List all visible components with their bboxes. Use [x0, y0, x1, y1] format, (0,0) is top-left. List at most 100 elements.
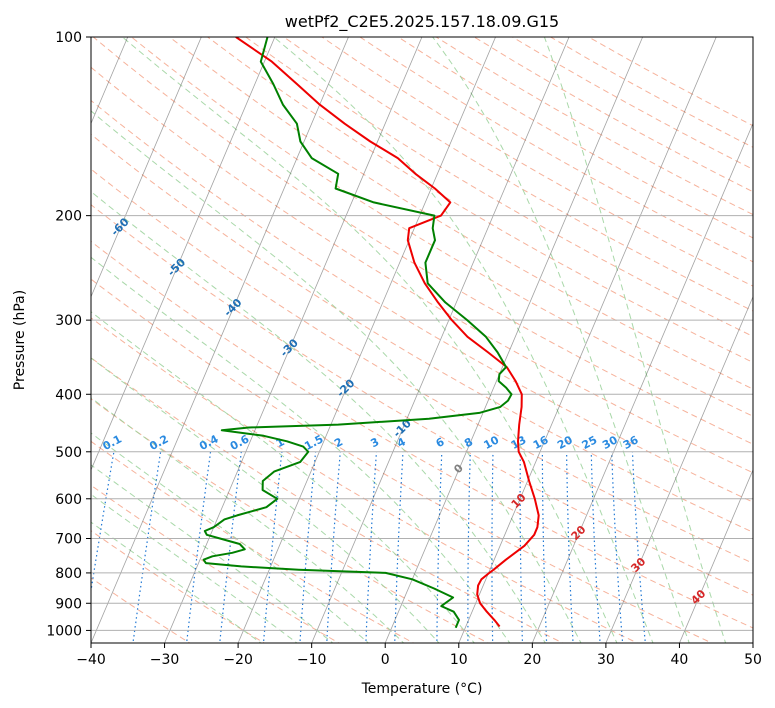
mixing-ratio-line: [631, 451, 646, 643]
isotherm-label: -40: [221, 296, 244, 319]
mixing-ratio-label: 20: [555, 433, 575, 452]
isotherm-label: -80: [0, 135, 19, 158]
mixing-ratio-label: 3: [368, 435, 381, 450]
y-tick-label: 900: [55, 596, 82, 612]
y-tick-label: 300: [55, 313, 82, 329]
mixing-ratio-label: 6: [434, 435, 447, 450]
x-tick-label: 10: [450, 652, 468, 668]
isotherm-line: [91, 37, 129, 125]
mixing-ratio-line: [541, 451, 548, 643]
y-tick-label: 200: [55, 209, 82, 225]
isotherm-line: [164, 37, 423, 643]
moist-adiabat-line: [91, 256, 511, 643]
dry-adiabat-line: [511, 37, 753, 170]
y-tick-label: 1000: [46, 623, 82, 639]
mixing-ratio-line: [394, 451, 404, 643]
mixing-ratio-line: [132, 451, 162, 643]
mixing-ratio-line: [590, 451, 601, 643]
moist-adiabat-line: [91, 464, 334, 643]
moist-adiabat-line: [91, 311, 475, 643]
x-tick-label: 40: [671, 652, 689, 668]
temperature-profile-line: [235, 37, 540, 628]
mixing-ratio-line: [91, 451, 115, 595]
chart-title: wetPf2_C2E5.2025.157.18.09.G15: [285, 12, 559, 32]
dry-adiabat-line: [91, 317, 639, 643]
isotherm-line: [384, 37, 644, 643]
isotherm-line: [752, 641, 753, 643]
series-layer: [202, 37, 540, 629]
isotherm-label: -50: [165, 255, 188, 278]
isotherm-line: [0, 10, 66, 655]
isotherm-line: [237, 37, 496, 643]
y-axis-label: Pressure (hPa): [12, 290, 28, 390]
mixing-ratio-label: 25: [580, 433, 600, 452]
mixing-ratio-label: 16: [531, 433, 551, 452]
dewpoint-profile-line: [202, 37, 513, 629]
mixing-ratio-label: 36: [621, 433, 641, 452]
mixing-ratio-line: [566, 451, 574, 643]
mixing-ratio-line: [519, 451, 524, 643]
dry-adiabat-line: [435, 37, 753, 216]
x-axis-label: Temperature (°C): [361, 681, 483, 697]
isotherm-label: 30: [628, 555, 648, 575]
dry-adiabat-line: [282, 37, 753, 312]
x-axis: −40 −30 −20 −10 0 10 20 30 40 50: [76, 643, 762, 668]
y-tick-label: 500: [55, 445, 82, 461]
moist-adiabat-line: [122, 37, 618, 643]
x-tick-label: −30: [150, 652, 180, 668]
mixing-ratio-line: [611, 451, 624, 643]
moist-adiabat-line: [91, 432, 370, 643]
x-tick-label: −10: [297, 652, 327, 668]
x-tick-label: 0: [381, 652, 390, 668]
y-tick-label: 600: [55, 492, 82, 508]
mixing-ratio-line: [326, 451, 341, 643]
isotherm-label: 40: [688, 587, 708, 607]
mixing-ratio-label: 10: [482, 433, 502, 452]
dry-adiabat-line: [91, 278, 714, 643]
mixing-ratio-line: [491, 451, 494, 643]
isotherm-line: [679, 468, 753, 643]
mixing-ratio-label: 30: [600, 433, 620, 452]
moist-adiabat-line: [543, 37, 727, 643]
mixing-ratio-line: [262, 451, 283, 643]
dry-adiabat-line: [92, 37, 753, 445]
y-tick-label: 100: [55, 30, 82, 46]
background-lines: [91, 37, 753, 643]
moist-adiabat-line: [91, 493, 298, 643]
dry-adiabat-line: [91, 66, 753, 474]
isotherm-label: 20: [569, 523, 589, 543]
isotherm-line: [91, 37, 202, 298]
dry-adiabat-line: [91, 99, 753, 503]
isotherm-label: -20: [334, 376, 357, 399]
grid: [0, 10, 753, 655]
x-tick-label: −40: [76, 652, 106, 668]
dry-adiabat-line: [91, 484, 340, 643]
isotherm-label: 0: [451, 461, 466, 476]
x-tick-label: 20: [523, 652, 541, 668]
dry-adiabat-line: [91, 133, 753, 533]
moist-adiabat-line: [91, 190, 546, 643]
mixing-ratio-line: [219, 451, 242, 643]
isotherm-label: -30: [278, 336, 301, 359]
mixing-ratio-label: 0.1: [101, 432, 124, 453]
x-tick-label: 50: [744, 652, 762, 668]
plot-frame: [90, 36, 754, 644]
mixing-ratio-label: 1: [274, 435, 287, 450]
x-tick-label: 30: [597, 652, 615, 668]
mixing-ratio-line: [365, 451, 378, 643]
y-tick-label: 400: [55, 387, 82, 403]
dry-adiabat-line: [168, 37, 753, 390]
mixing-ratio-line: [185, 451, 212, 643]
dry-adiabat-line: [91, 577, 191, 643]
y-axis: 100 200 300 400 500 600 700 800 900 1000: [46, 30, 91, 639]
isotherm-line: [458, 37, 717, 643]
moist-adiabat-line: [91, 397, 405, 643]
isotherm-label: -60: [108, 215, 131, 238]
isotherm-line: [91, 37, 276, 471]
dry-adiabat-line: [549, 37, 753, 148]
isotherm-line: [605, 295, 753, 643]
mixing-ratio-label: 0.2: [147, 432, 170, 453]
dry-adiabat-line: [91, 530, 266, 643]
dry-adiabat-line: [206, 37, 753, 363]
